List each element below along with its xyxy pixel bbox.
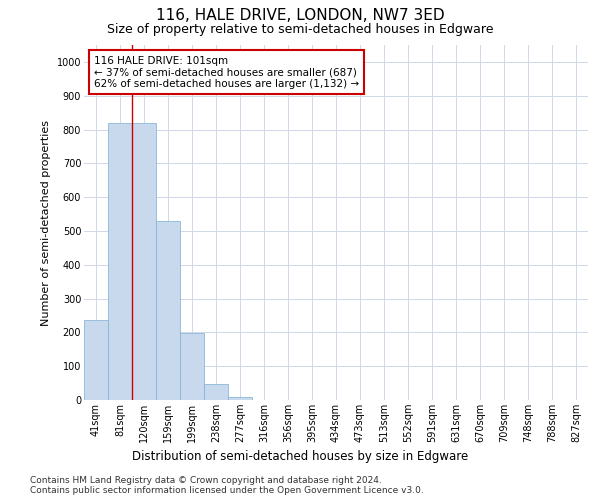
Text: Distribution of semi-detached houses by size in Edgware: Distribution of semi-detached houses by … <box>132 450 468 463</box>
Text: 116, HALE DRIVE, LONDON, NW7 3ED: 116, HALE DRIVE, LONDON, NW7 3ED <box>155 8 445 22</box>
Text: Contains public sector information licensed under the Open Government Licence v3: Contains public sector information licen… <box>30 486 424 495</box>
Bar <box>108 123 132 400</box>
Text: Contains HM Land Registry data © Crown copyright and database right 2024.: Contains HM Land Registry data © Crown c… <box>30 476 382 485</box>
Text: Size of property relative to semi-detached houses in Edgware: Size of property relative to semi-detach… <box>107 22 493 36</box>
Bar <box>156 221 180 400</box>
Text: 116 HALE DRIVE: 101sqm
← 37% of semi-detached houses are smaller (687)
62% of se: 116 HALE DRIVE: 101sqm ← 37% of semi-det… <box>94 56 359 89</box>
Bar <box>228 396 252 400</box>
Bar <box>84 320 108 400</box>
Bar <box>132 123 156 400</box>
Bar <box>180 334 204 400</box>
Bar <box>204 384 228 400</box>
Y-axis label: Number of semi-detached properties: Number of semi-detached properties <box>41 120 51 326</box>
